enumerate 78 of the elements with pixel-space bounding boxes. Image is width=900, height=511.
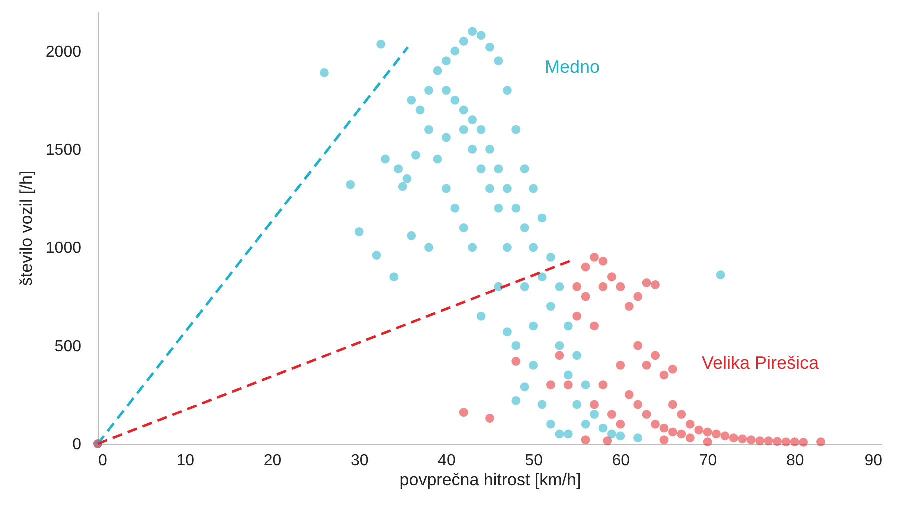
- point: [668, 428, 678, 437]
- point: [598, 282, 608, 292]
- point: [624, 302, 634, 312]
- point: [677, 430, 686, 439]
- point: [512, 357, 521, 366]
- x-tick-label: 0: [98, 452, 108, 470]
- point: [703, 428, 712, 437]
- point: [634, 341, 643, 350]
- point: [677, 410, 686, 420]
- point: [651, 420, 660, 429]
- point: [486, 414, 494, 423]
- point: [590, 322, 600, 331]
- point: [660, 436, 669, 445]
- point: [686, 420, 695, 429]
- x-axis-title: povprečna hitrost [km/h]: [400, 470, 582, 490]
- x-tick-label: 50: [525, 452, 544, 470]
- point: [712, 430, 721, 439]
- x-tick-label: 70: [699, 452, 718, 470]
- point: [598, 256, 608, 266]
- y-tick-label: 1500: [46, 142, 82, 159]
- point: [756, 436, 765, 446]
- point: [598, 380, 608, 390]
- point: [572, 312, 582, 321]
- point: [668, 364, 678, 374]
- point: [581, 262, 590, 272]
- point: [624, 390, 634, 400]
- point: [642, 278, 652, 288]
- x-tick-label: 10: [176, 452, 195, 470]
- point: [764, 436, 774, 446]
- point: [729, 434, 738, 443]
- point: [686, 434, 695, 443]
- point: [616, 420, 626, 429]
- point: [651, 351, 660, 360]
- point: [590, 400, 600, 410]
- series-label: Velika Pirešica: [702, 353, 820, 373]
- point: [720, 432, 730, 441]
- point: [634, 400, 643, 410]
- x-tick-label: 30: [350, 452, 369, 470]
- point: [603, 436, 612, 446]
- point: [581, 436, 590, 445]
- point: [772, 437, 782, 446]
- point: [564, 380, 573, 390]
- point: [816, 438, 826, 446]
- point: [546, 380, 556, 390]
- point: [651, 280, 660, 290]
- point: [459, 408, 468, 418]
- point: [607, 410, 616, 420]
- point: [555, 351, 564, 360]
- point: [746, 436, 756, 445]
- y-axis-title: število vozil [/h]: [16, 170, 36, 286]
- x-tick-label: 40: [438, 452, 456, 470]
- point: [668, 400, 678, 410]
- point: [572, 282, 582, 292]
- point: [790, 438, 800, 446]
- point: [607, 272, 616, 282]
- series-label: Medno: [545, 57, 600, 77]
- y-tick-label: 0: [72, 436, 82, 454]
- point: [590, 252, 600, 262]
- point: [782, 438, 791, 446]
- point: [738, 434, 748, 444]
- point: [616, 360, 626, 370]
- point: [634, 292, 643, 302]
- point: [616, 282, 626, 292]
- y-tick-label: 1000: [46, 240, 82, 258]
- y-tick-label: 2000: [46, 44, 82, 61]
- point: [660, 370, 669, 380]
- point: [703, 438, 712, 446]
- point: [642, 360, 652, 370]
- x-tick-label: 60: [612, 452, 630, 470]
- point: [660, 424, 669, 433]
- x-tick-label: 90: [864, 452, 883, 470]
- point: [694, 426, 704, 435]
- point: [642, 410, 652, 420]
- x-tick-label: 80: [786, 452, 804, 470]
- point: [799, 438, 808, 447]
- point: [581, 292, 590, 302]
- x-tick-label: 20: [264, 452, 282, 470]
- y-tick-label: 500: [54, 338, 82, 356]
